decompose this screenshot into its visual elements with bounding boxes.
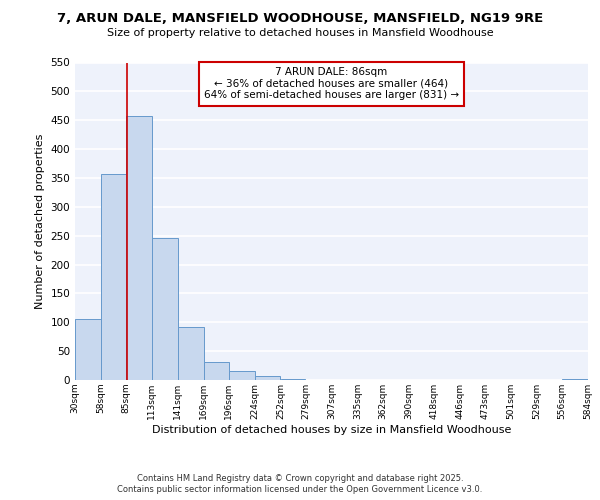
Bar (255, 376, 280, 380)
X-axis label: Distribution of detached houses by size in Mansfield Woodhouse: Distribution of detached houses by size … (152, 424, 511, 434)
Text: Contains HM Land Registry data © Crown copyright and database right 2025.
Contai: Contains HM Land Registry data © Crown c… (118, 474, 482, 494)
Bar (229, 372, 254, 380)
Bar (152, 238, 178, 380)
Bar (101, 174, 126, 380)
Bar (562, 379, 588, 380)
Bar (126, 116, 152, 380)
Bar (178, 328, 203, 380)
Bar (204, 362, 229, 380)
Y-axis label: Number of detached properties: Number of detached properties (35, 134, 45, 309)
Text: 7, ARUN DALE, MANSFIELD WOODHOUSE, MANSFIELD, NG19 9RE: 7, ARUN DALE, MANSFIELD WOODHOUSE, MANSF… (57, 12, 543, 26)
Text: Size of property relative to detached houses in Mansfield Woodhouse: Size of property relative to detached ho… (107, 28, 493, 38)
Text: 7 ARUN DALE: 86sqm
← 36% of detached houses are smaller (464)
64% of semi-detach: 7 ARUN DALE: 86sqm ← 36% of detached hou… (204, 68, 459, 100)
Bar (75, 319, 101, 380)
Bar (281, 379, 305, 380)
